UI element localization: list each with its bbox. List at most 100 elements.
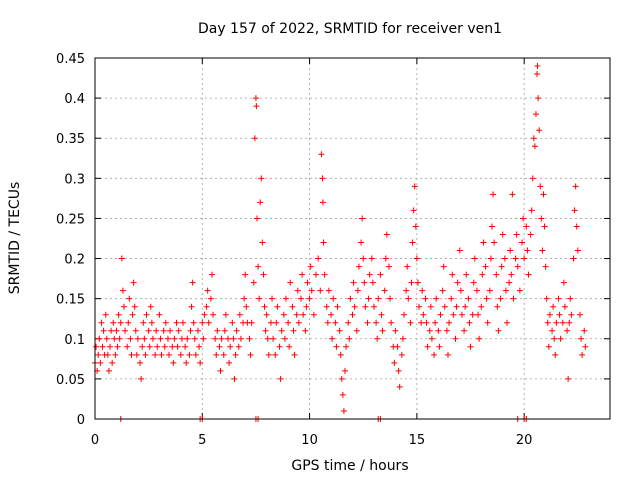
data-point — [324, 319, 331, 326]
data-point — [263, 311, 270, 318]
data-point — [408, 279, 415, 286]
data-point — [130, 279, 137, 286]
data-point — [361, 279, 368, 286]
data-point — [422, 295, 429, 302]
data-point — [497, 295, 504, 302]
data-point — [385, 263, 392, 270]
data-point — [564, 327, 571, 334]
data-point — [395, 367, 402, 374]
data-point — [142, 351, 149, 358]
data-point — [469, 311, 476, 318]
y-tick-label: 0.3 — [64, 172, 85, 187]
data-point — [258, 175, 265, 182]
data-point — [431, 351, 438, 358]
data-point — [253, 103, 260, 110]
data-point — [100, 327, 107, 334]
data-point — [318, 151, 325, 158]
data-point — [167, 327, 174, 334]
data-point — [491, 239, 498, 246]
data-point — [204, 287, 211, 294]
data-point — [345, 319, 352, 326]
data-point — [247, 351, 254, 358]
data-point — [203, 303, 210, 310]
data-point — [490, 191, 497, 198]
data-point — [333, 343, 340, 350]
data-point — [366, 271, 373, 278]
data-point — [126, 295, 133, 302]
data-point — [321, 271, 328, 278]
data-point — [282, 295, 289, 302]
data-point — [579, 351, 586, 358]
data-point — [368, 255, 375, 262]
data-point — [525, 271, 532, 278]
data-point — [502, 287, 509, 294]
data-point — [423, 319, 430, 326]
data-point — [543, 295, 550, 302]
data-point — [443, 327, 450, 334]
data-point — [102, 311, 109, 318]
data-point — [557, 335, 564, 342]
data-point — [110, 319, 117, 326]
data-point — [359, 215, 366, 222]
data-point — [111, 335, 118, 342]
data-point — [328, 311, 335, 318]
data-point — [463, 271, 470, 278]
data-point — [413, 255, 420, 262]
data-point — [293, 311, 300, 318]
data-point — [383, 231, 390, 238]
data-point — [350, 279, 357, 286]
data-point — [220, 351, 227, 358]
data-point — [117, 319, 124, 326]
x-tick-label: 20 — [516, 433, 533, 448]
data-point — [183, 359, 190, 366]
data-point — [388, 319, 395, 326]
data-point — [578, 335, 585, 342]
data-point — [340, 407, 347, 414]
data-point — [225, 335, 232, 342]
data-point — [440, 263, 447, 270]
data-point — [404, 263, 411, 270]
data-point — [313, 271, 320, 278]
data-point — [278, 327, 285, 334]
y-tick-label: 0.1 — [64, 333, 85, 348]
data-point — [186, 351, 193, 358]
data-point — [137, 359, 144, 366]
data-point — [338, 375, 345, 382]
data-point — [128, 351, 135, 358]
data-point — [403, 287, 410, 294]
data-point — [355, 263, 362, 270]
data-point — [441, 303, 448, 310]
data-point — [255, 263, 262, 270]
data-point — [112, 351, 119, 358]
data-point — [358, 239, 365, 246]
data-point — [149, 335, 156, 342]
data-point — [346, 335, 353, 342]
data-point — [566, 319, 573, 326]
data-point — [433, 295, 440, 302]
data-point — [235, 343, 242, 350]
data-point — [262, 327, 269, 334]
data-point — [174, 343, 181, 350]
data-point — [336, 327, 343, 334]
data-point — [545, 343, 552, 350]
data-point — [95, 351, 102, 358]
data-point — [506, 279, 513, 286]
y-tick-label: 0.15 — [56, 293, 85, 308]
data-point — [444, 351, 451, 358]
data-point — [237, 335, 244, 342]
data-point — [113, 327, 120, 334]
data-point — [531, 143, 538, 150]
data-point — [537, 183, 544, 190]
data-point — [116, 335, 123, 342]
data-point — [527, 231, 534, 238]
data-point — [299, 271, 306, 278]
data-point — [208, 271, 215, 278]
data-point — [470, 279, 477, 286]
data-point — [127, 335, 134, 342]
data-point — [300, 311, 307, 318]
data-point — [495, 327, 502, 334]
data-point — [139, 343, 146, 350]
data-point — [560, 279, 567, 286]
data-point — [303, 303, 310, 310]
data-point — [556, 311, 563, 318]
